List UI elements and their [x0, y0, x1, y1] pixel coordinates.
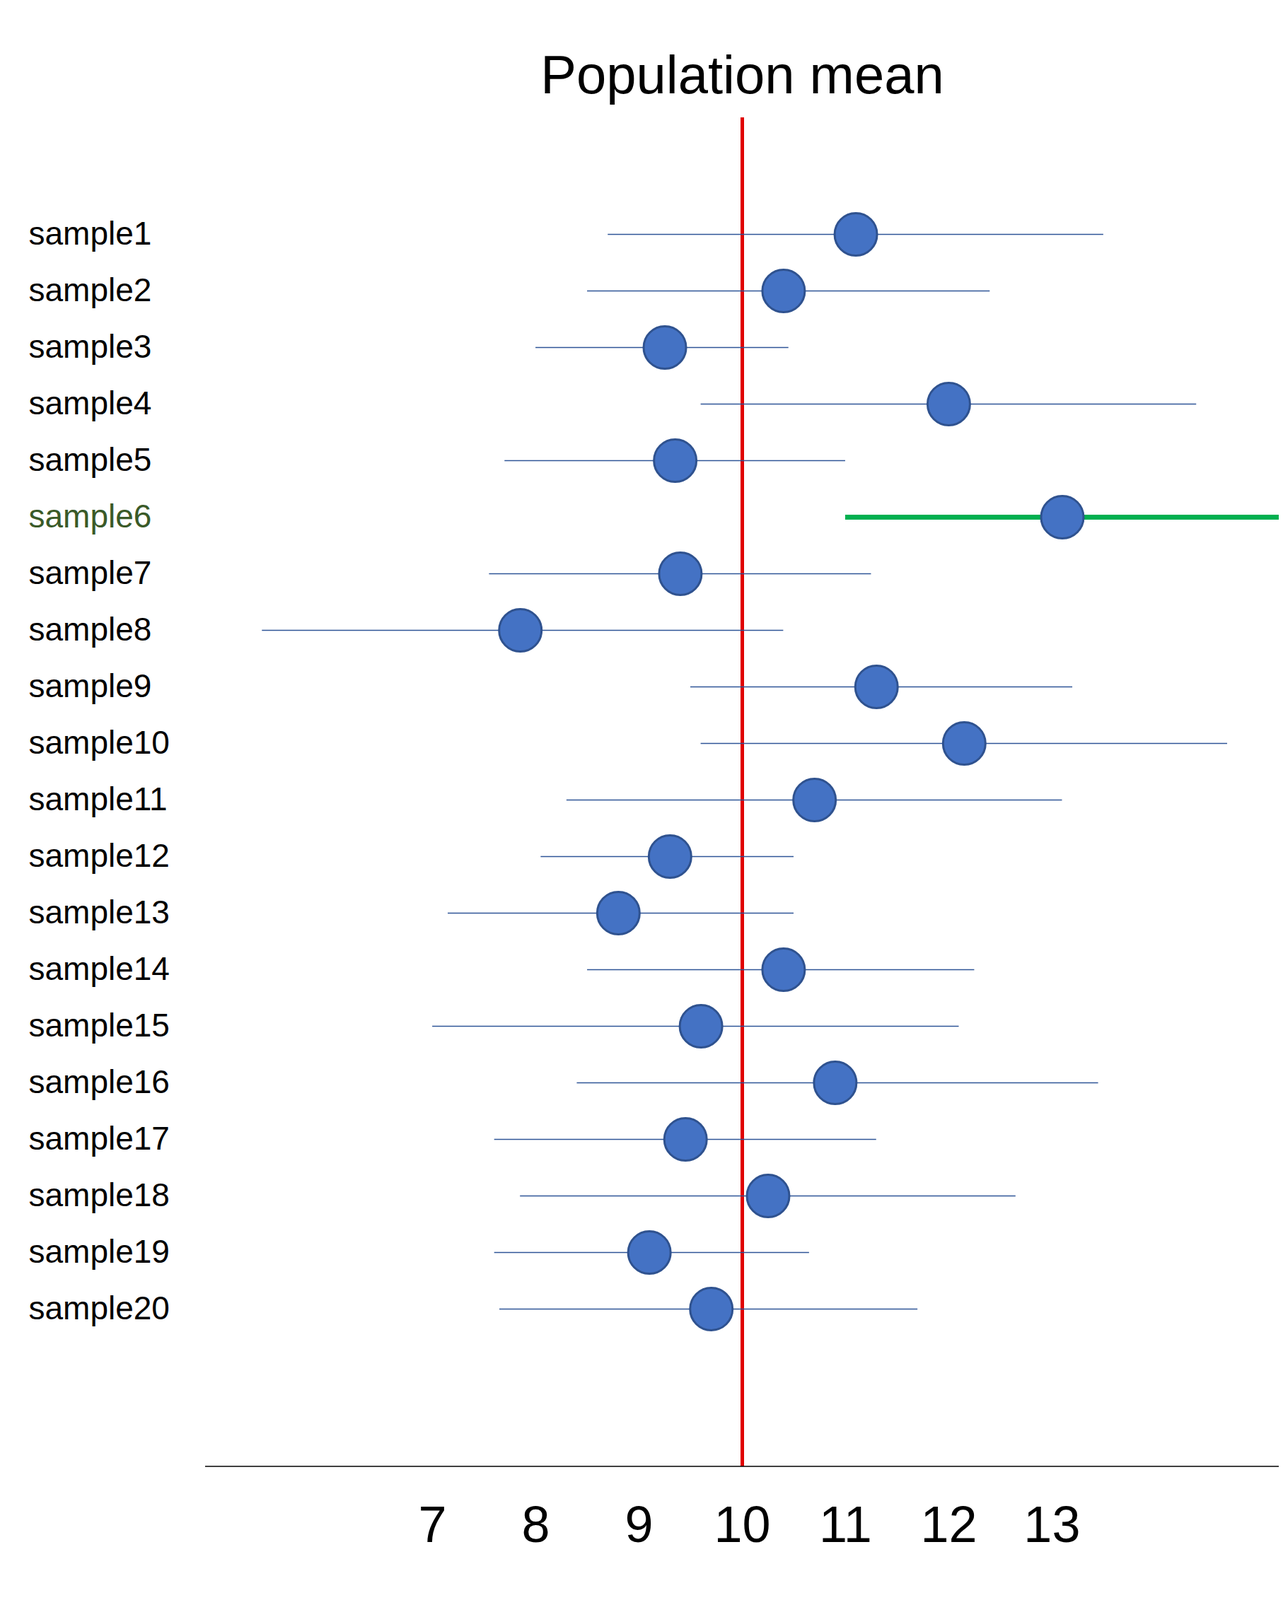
svg-text:sample17: sample17 [28, 1120, 170, 1158]
svg-text:sample8: sample8 [28, 611, 153, 648]
svg-text:10: 10 [713, 1496, 771, 1554]
svg-text:11: 11 [819, 1496, 873, 1554]
svg-text:12: 12 [920, 1496, 977, 1554]
svg-text:sample14: sample14 [28, 950, 170, 988]
svg-text:sample5: sample5 [28, 441, 153, 479]
svg-text:Population mean: Population mean [540, 44, 944, 105]
svg-text:8: 8 [521, 1496, 551, 1554]
svg-text:13: 13 [1023, 1496, 1081, 1554]
svg-text:sample3: sample3 [28, 328, 153, 365]
svg-text:sample12: sample12 [28, 837, 170, 875]
svg-text:sample11: sample11 [28, 780, 168, 818]
svg-text:sample15: sample15 [28, 1007, 170, 1044]
svg-text:sample10: sample10 [28, 724, 170, 762]
svg-text:sample7: sample7 [28, 554, 153, 592]
svg-text:sample6: sample6 [28, 497, 153, 535]
svg-text:sample2: sample2 [28, 271, 153, 309]
svg-text:sample18: sample18 [28, 1176, 170, 1214]
svg-text:sample9: sample9 [28, 667, 153, 705]
svg-text:7: 7 [418, 1496, 447, 1554]
svg-text:sample16: sample16 [28, 1063, 170, 1101]
svg-text:sample20: sample20 [28, 1290, 170, 1327]
svg-text:sample4: sample4 [28, 384, 153, 422]
svg-text:sample1: sample1 [28, 215, 153, 252]
svg-text:sample13: sample13 [28, 893, 170, 931]
svg-text:9: 9 [625, 1496, 654, 1554]
svg-text:sample19: sample19 [28, 1233, 170, 1271]
